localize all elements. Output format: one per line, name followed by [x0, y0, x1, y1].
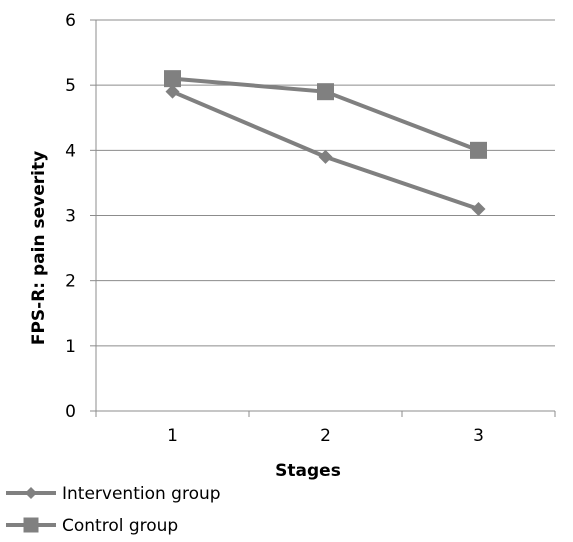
- y-tick-label: 6: [65, 11, 76, 31]
- legend: Intervention group Control group: [6, 484, 221, 536]
- data-point-square: [317, 83, 334, 101]
- y-tick-labels: 0 1 2 3 4 5 6: [65, 11, 76, 422]
- series-diamond: [165, 84, 486, 216]
- legend-entry: Control group: [6, 516, 178, 536]
- series-square: [164, 70, 487, 159]
- legend-label: Control group: [62, 516, 178, 536]
- y-tick-label: 1: [65, 337, 76, 357]
- x-axis-title: Stages: [275, 461, 341, 481]
- data-point-square: [23, 517, 39, 533]
- data-point-diamond: [25, 487, 37, 499]
- legend-entry: Intervention group: [6, 484, 221, 504]
- series: [164, 70, 487, 216]
- y-axis-title: FPS-R: pain severity: [29, 151, 49, 345]
- data-point-square: [470, 141, 487, 159]
- y-tick-label: 5: [65, 76, 76, 96]
- data-point-diamond: [318, 149, 333, 164]
- x-tick-label: 1: [167, 426, 178, 446]
- data-point-diamond: [165, 84, 180, 99]
- y-tick-label: 0: [65, 402, 76, 422]
- y-tick-label: 4: [65, 141, 76, 161]
- axes: [90, 19, 556, 417]
- legend-label: Intervention group: [62, 484, 221, 504]
- data-point-square: [164, 70, 181, 88]
- x-tick-label: 2: [320, 426, 331, 446]
- x-tick-labels: 1 2 3: [167, 426, 484, 446]
- data-point-diamond: [471, 201, 486, 216]
- gridlines: [96, 19, 555, 347]
- y-tick-label: 2: [65, 272, 76, 292]
- x-tick-label: 3: [473, 426, 484, 446]
- y-tick-label: 3: [65, 207, 76, 227]
